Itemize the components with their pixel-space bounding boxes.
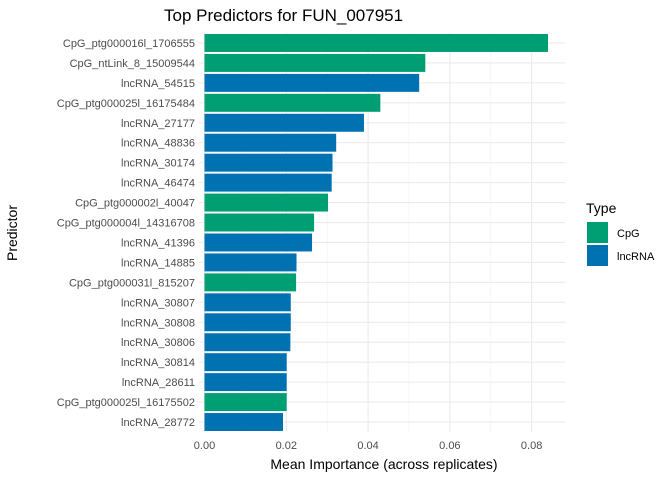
y-tick-label: lncRNA_54515 <box>121 78 195 90</box>
legend-items: CpG lncRNA <box>587 222 655 266</box>
legend: Type CpG lncRNA <box>586 200 655 266</box>
y-tick-label: CpG_ptg000025l_16175484 <box>57 98 195 110</box>
y-tick-label: lncRNA_28772 <box>121 417 195 429</box>
bar <box>204 393 287 412</box>
bar <box>204 93 381 112</box>
y-tick-label: lncRNA_14885 <box>121 257 195 269</box>
bar <box>204 153 333 172</box>
bar <box>204 273 297 292</box>
y-tick-label: lncRNA_30806 <box>121 337 195 349</box>
bar <box>204 253 297 272</box>
bar <box>204 193 328 212</box>
bar <box>204 233 313 252</box>
legend-title: Type <box>586 200 617 216</box>
bar <box>204 173 332 192</box>
bar <box>204 353 287 372</box>
y-tick-label: CpG_ptg000025l_16175502 <box>57 397 195 409</box>
bar <box>204 213 315 232</box>
legend-swatch <box>587 245 608 266</box>
bar <box>204 293 291 312</box>
bar <box>204 133 337 152</box>
bar <box>204 333 291 352</box>
x-tick-label: 0.00 <box>194 440 215 452</box>
legend-label: CpG <box>617 228 640 240</box>
bar <box>204 313 291 332</box>
y-tick-label: lncRNA_28611 <box>122 377 195 389</box>
bar <box>204 53 426 72</box>
y-tick-label: CpG_ptg000031l_815207 <box>69 277 195 289</box>
bar <box>204 413 284 432</box>
y-tick-label: CpG_ptg000002l_40047 <box>75 198 195 210</box>
y-tick-label: CpG_ntLink_8_15009544 <box>70 58 195 70</box>
bar <box>204 373 287 392</box>
bar <box>204 113 364 132</box>
y-tick-label: CpG_ptg000016l_1706555 <box>63 38 195 50</box>
x-tick-labels: 0.00 0.02 0.04 0.06 0.08 <box>194 440 543 452</box>
legend-label: lncRNA <box>617 251 655 263</box>
grid-lines <box>199 33 565 432</box>
y-tick-label: lncRNA_30808 <box>121 317 195 329</box>
y-tick-label: CpG_ptg000004l_14316708 <box>57 218 195 230</box>
y-tick-label: lncRNA_30814 <box>121 357 195 369</box>
y-tick-label: lncRNA_30174 <box>121 158 195 170</box>
y-tick-label: lncRNA_41396 <box>121 237 195 249</box>
x-tick-label: 0.06 <box>439 440 460 452</box>
x-tick-label: 0.04 <box>357 440 378 452</box>
y-tick-labels: CpG_ptg000016l_1706555 CpG_ntLink_8_15009… <box>57 38 195 429</box>
x-tick-label: 0.08 <box>521 440 542 452</box>
y-tick-label: lncRNA_27177 <box>121 118 195 130</box>
y-tick-label: lncRNA_48836 <box>121 138 195 150</box>
x-tick-label: 0.02 <box>276 440 297 452</box>
bar <box>204 73 420 92</box>
bars <box>204 33 548 432</box>
bar <box>204 33 548 52</box>
x-axis-title: Mean Importance (across replicates) <box>270 456 497 472</box>
y-tick-label: lncRNA_30807 <box>121 297 195 309</box>
y-tick-label: lncRNA_46474 <box>121 178 195 190</box>
legend-swatch <box>587 222 608 243</box>
y-axis-title: Predictor <box>4 205 20 261</box>
chart-title: Top Predictors for FUN_007951 <box>164 6 403 25</box>
